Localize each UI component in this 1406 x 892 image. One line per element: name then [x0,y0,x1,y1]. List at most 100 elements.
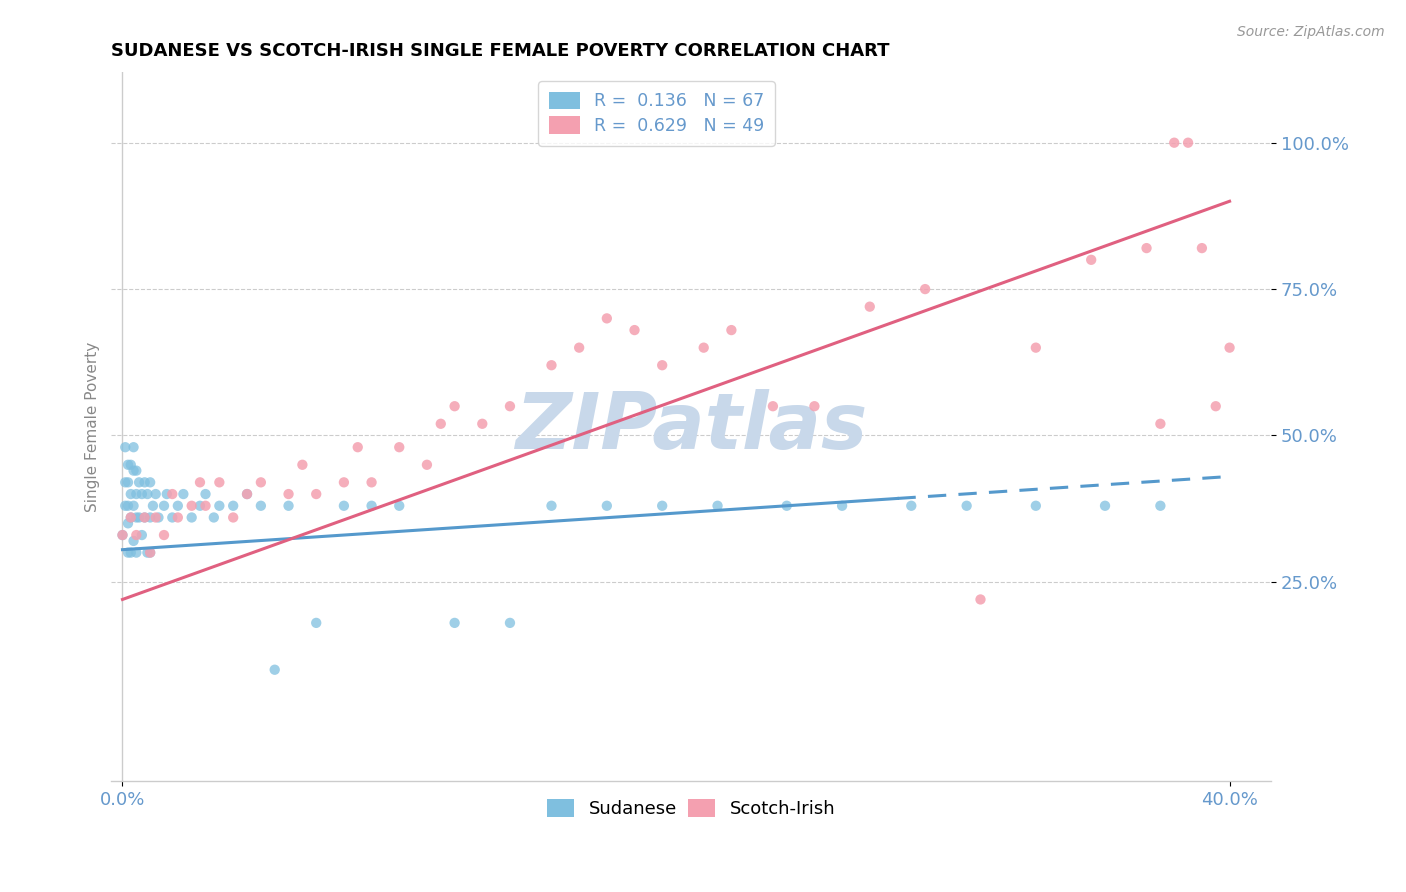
Point [1149,417,1171,431]
Point [153,499,176,513]
Point [388,440,411,454]
Point [250,499,273,513]
Point [762,399,785,413]
Point [1177,136,1199,150]
Point [208,475,231,490]
Point [969,592,991,607]
Point [114,440,136,454]
Point [162,487,184,501]
Point [1163,136,1185,150]
Point [540,358,562,372]
Point [1025,341,1047,355]
Point [142,499,165,513]
Point [166,499,188,513]
Point [117,475,139,490]
Point [139,510,162,524]
Point [706,499,728,513]
Point [153,528,176,542]
Point [277,499,299,513]
Point [125,464,148,478]
Text: ZIPatlas: ZIPatlas [515,389,868,465]
Point [859,300,882,314]
Point [1025,499,1047,513]
Point [120,510,142,524]
Point [172,487,194,501]
Text: Source: ZipAtlas.com: Source: ZipAtlas.com [1237,25,1385,39]
Point [429,417,451,431]
Point [125,487,148,501]
Point [136,546,159,560]
Point [1191,241,1213,255]
Point [263,663,285,677]
Point [120,458,142,472]
Point [651,499,673,513]
Point [114,475,136,490]
Legend: Sudanese, Scotch-Irish: Sudanese, Scotch-Irish [540,791,842,825]
Point [333,475,356,490]
Point [114,499,136,513]
Point [416,458,439,472]
Point [776,499,799,513]
Point [291,458,314,472]
Point [720,323,742,337]
Point [388,499,411,513]
Point [139,475,162,490]
Point [194,487,217,501]
Point [202,510,225,524]
Point [194,499,217,513]
Point [117,546,139,560]
Point [145,487,167,501]
Point [499,615,522,630]
Point [128,510,150,524]
Point [651,358,673,372]
Point [596,311,619,326]
Point [122,533,145,548]
Point [122,440,145,454]
Text: SUDANESE VS SCOTCH-IRISH SINGLE FEMALE POVERTY CORRELATION CHART: SUDANESE VS SCOTCH-IRISH SINGLE FEMALE P… [111,42,890,60]
Point [111,528,134,542]
Point [122,499,145,513]
Point [134,510,156,524]
Point [1094,499,1116,513]
Point [956,499,979,513]
Point [180,510,202,524]
Point [117,499,139,513]
Point [208,499,231,513]
Point [125,510,148,524]
Point [1219,341,1241,355]
Point [1135,241,1157,255]
Point [305,487,328,501]
Point [139,546,162,560]
Point [122,464,145,478]
Point [1205,399,1227,413]
Point [443,399,465,413]
Point [117,458,139,472]
Point [111,528,134,542]
Point [831,499,853,513]
Point [120,510,142,524]
Point [360,499,382,513]
Point [1149,499,1171,513]
Point [333,499,356,513]
Point [148,510,170,524]
Point [120,546,142,560]
Point [305,615,328,630]
Point [1080,252,1102,267]
Point [128,475,150,490]
Point [166,510,188,524]
Point [346,440,368,454]
Point [623,323,645,337]
Point [188,475,211,490]
Point [188,499,211,513]
Point [596,499,619,513]
Point [222,499,245,513]
Point [136,487,159,501]
Point [139,546,162,560]
Point [499,399,522,413]
Point [131,487,153,501]
Point [360,475,382,490]
Point [120,487,142,501]
Point [180,499,202,513]
Point [443,615,465,630]
Point [222,510,245,524]
